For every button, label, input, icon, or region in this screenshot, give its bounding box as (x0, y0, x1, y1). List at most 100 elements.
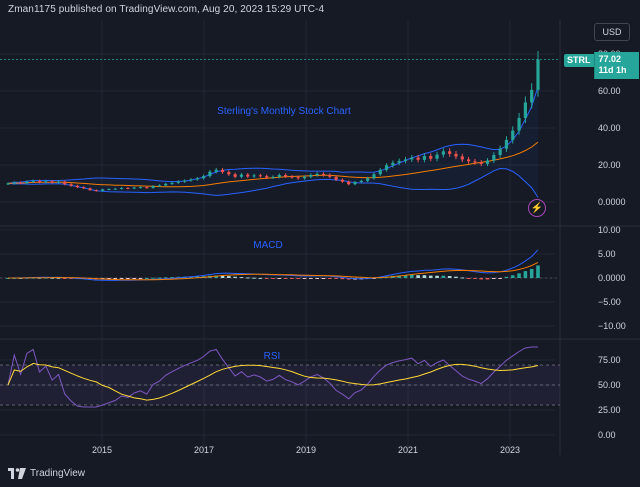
macd-histogram-bar (416, 275, 420, 278)
lightning-bolt-icon[interactable]: ⚡ (528, 199, 546, 217)
candle-body (321, 173, 326, 175)
candle-body (277, 174, 281, 177)
macd-histogram-bar (302, 278, 307, 279)
rsi-axis-tick: 25.00 (598, 405, 621, 415)
price-axis-tick: 20.00 (598, 160, 621, 170)
candle-body (69, 184, 73, 186)
macd-histogram-bar (50, 277, 54, 279)
macd-histogram-bar (485, 278, 490, 280)
macd-histogram-bar (138, 278, 143, 279)
candle-body (170, 182, 174, 184)
candle-body (88, 188, 92, 191)
candle-body (498, 148, 502, 156)
candle-body (378, 169, 382, 175)
candle-body (347, 181, 351, 185)
macd-histogram-bar (245, 277, 250, 279)
rsi-pane (0, 346, 560, 408)
candle-body (37, 180, 42, 183)
rsi-ma-line (7, 362, 539, 401)
macd-histogram-bar (460, 277, 465, 279)
macd-histogram-bar (233, 276, 237, 278)
macd-histogram-bar (277, 278, 282, 279)
candle-body (296, 177, 300, 179)
candle-body (208, 171, 212, 177)
candle-body (517, 118, 521, 131)
macd-histogram-bar (296, 278, 301, 279)
candle-body (82, 187, 86, 189)
macd-histogram-bar (510, 275, 515, 278)
candle-body (290, 176, 294, 178)
candle-body (176, 181, 180, 183)
macd-histogram-bar (309, 278, 313, 279)
candle-body (119, 187, 124, 189)
candle-body (25, 181, 29, 184)
rsi-axis-tick: 50.00 (598, 380, 621, 390)
macd-histogram-bar (132, 278, 136, 279)
candle-body (315, 173, 319, 175)
macd-histogram-bar (145, 277, 149, 279)
candle-body (271, 176, 275, 178)
macd-histogram-bar (315, 278, 319, 279)
last-price-tag: STRL 77.02 11d 1h (564, 52, 639, 79)
candle-body (265, 176, 269, 178)
macd-histogram-bar (264, 278, 269, 279)
candle-body (353, 182, 357, 185)
macd-histogram-bar (283, 278, 288, 279)
candle-body (164, 183, 168, 186)
macd-histogram-bar (126, 278, 130, 279)
candle-body (359, 180, 363, 183)
time-axis-tick: 2021 (398, 445, 418, 455)
macd-histogram-bar (340, 278, 345, 280)
macd-histogram-bar (252, 277, 256, 279)
candle-body (416, 157, 420, 160)
candle-body (403, 159, 408, 161)
macd-histogram-bar (447, 276, 452, 278)
candle-body (441, 151, 445, 155)
macd-label: MACD (253, 240, 282, 251)
candle-body (284, 174, 288, 177)
macd-pane (0, 249, 560, 281)
candle-body (397, 160, 401, 163)
candle-body (63, 181, 67, 185)
candle-body (94, 190, 98, 192)
price-chart-title: Sterling's Monthly Stock Chart (217, 106, 351, 117)
candle-body (145, 187, 149, 189)
candle-body (246, 174, 250, 177)
price-axis-tick: 40.00 (598, 123, 621, 133)
currency-button[interactable]: USD (594, 23, 630, 41)
candle-body (239, 174, 244, 177)
candle-body (485, 160, 490, 164)
macd-histogram-bar (410, 274, 414, 278)
candle-body (126, 187, 130, 189)
bollinger-upper-line (7, 86, 539, 184)
macd-histogram-bar (151, 277, 155, 279)
macd-histogram-bar (119, 278, 124, 279)
candle-body (429, 156, 433, 159)
candle-body (302, 176, 307, 179)
macd-histogram-bar (157, 277, 162, 279)
macd-histogram-bar (466, 278, 471, 279)
candle-body (328, 174, 332, 177)
macd-histogram-bar (214, 275, 219, 278)
footer-brand[interactable]: TradingView (8, 468, 85, 479)
candle-body (201, 176, 206, 179)
macd-histogram-bar (321, 278, 326, 279)
candle-body (334, 176, 338, 180)
macd-histogram-bar (6, 278, 10, 279)
candle-body (384, 165, 389, 170)
rsi-label: RSI (264, 351, 281, 362)
candle-body (466, 159, 471, 162)
macd-histogram-bar (189, 276, 193, 278)
macd-histogram-bar (239, 277, 244, 279)
candle-body (258, 175, 262, 177)
candle-body (252, 175, 256, 177)
candle-body (504, 139, 509, 149)
bar-countdown: 11d 1h (598, 65, 627, 75)
candle-body (530, 89, 534, 103)
macd-histogram-bar (62, 278, 67, 279)
macd-axis-tick: −5.00 (598, 297, 621, 307)
candle-body (31, 180, 35, 182)
price-pane (0, 50, 560, 198)
time-axis-tick: 2019 (296, 445, 316, 455)
